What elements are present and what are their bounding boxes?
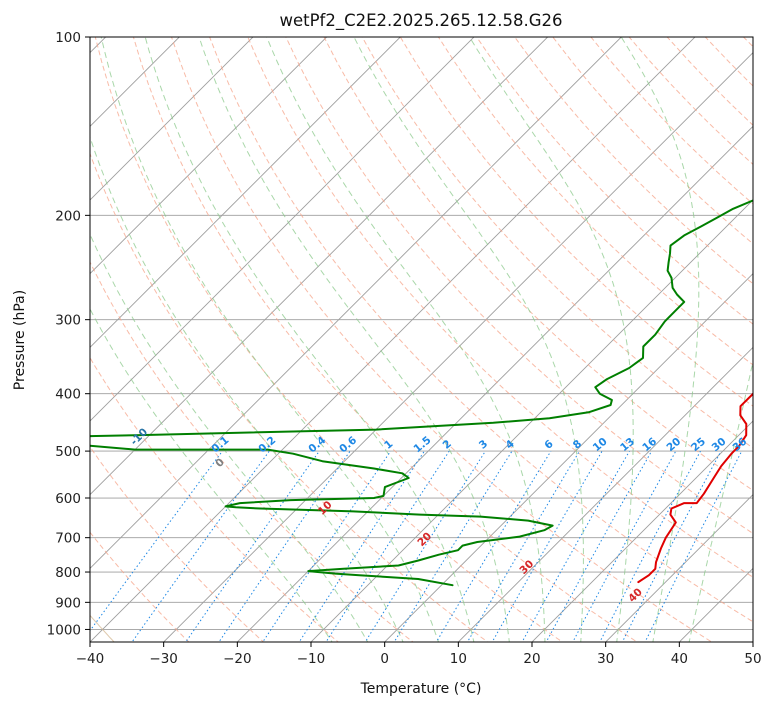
y-tick-label: 900 (55, 595, 81, 611)
background-reference-lines (90, 37, 753, 642)
moist-adiabat-line (90, 232, 369, 642)
dry-adiabat-line (514, 37, 753, 285)
isotherm-line (90, 37, 549, 496)
moist-adiabat-line (266, 37, 546, 642)
isotherm-line (310, 199, 753, 642)
isotherm-line (163, 52, 753, 642)
isotherm-line (90, 37, 475, 422)
isotherm-line (90, 37, 622, 569)
y-tick-label: 800 (55, 565, 81, 581)
x-tick-label: 50 (744, 651, 761, 667)
moist-adiabat-line (90, 308, 333, 642)
dry-adiabat-line (90, 531, 190, 642)
moist-adiabat-line (620, 37, 700, 642)
isotherm-line (531, 420, 753, 642)
dry-adiabat-line (90, 446, 265, 642)
x-tick-label: −30 (149, 651, 178, 667)
mixing-ratio-line (298, 450, 425, 642)
mixing-ratio-line (545, 450, 653, 642)
dry-adiabat-line (94, 37, 564, 642)
dry-adiabat-line (285, 37, 753, 535)
x-axis: −40 −30 −20 −10 0 10 20 30 40 50 (76, 642, 762, 667)
dry-adiabat-line (209, 37, 753, 623)
moist-adiabat-line (688, 358, 753, 642)
moist-adiabat-line (100, 37, 440, 642)
isotherm-line (384, 273, 753, 642)
y-axis: 100 200 300 400 500 600 700 800 900 1000 (47, 30, 90, 638)
mixing-ratio-line (572, 450, 677, 642)
dewpoint-profile-line (90, 199, 753, 587)
dry-adiabat-line (170, 37, 713, 642)
isotherm-line (90, 37, 696, 642)
mixing-ratio-line (466, 450, 580, 642)
y-tick-label: 600 (55, 491, 81, 507)
mixing-ratio-line (218, 450, 351, 642)
chart-title: wetPf2_C2E2.2025.265.12.58.G26 (279, 11, 562, 31)
y-tick-label: 300 (55, 313, 81, 329)
dry-adiabat-line (399, 37, 753, 407)
isotherm-line (90, 37, 401, 348)
x-tick-label: 40 (671, 651, 688, 667)
x-tick-label: −20 (223, 651, 252, 667)
x-tick-label: 20 (523, 651, 540, 667)
dry-adiabat-line (132, 37, 638, 642)
y-tick-label: 1000 (47, 622, 81, 638)
x-tick-label: 10 (450, 651, 467, 667)
mixing-ratio-line (262, 450, 392, 642)
isotherm-line (457, 346, 753, 642)
sounding-series (90, 199, 753, 587)
dry-adiabat-line (476, 37, 753, 325)
y-tick-label: 700 (55, 531, 81, 547)
mixing-ratio-line (435, 450, 552, 642)
moist-adiabat-line (144, 37, 475, 642)
y-tick-label: 200 (55, 208, 81, 224)
mixing-ratio-line (131, 450, 270, 642)
temperature-profile-line (637, 392, 753, 584)
x-tick-label: −10 (297, 651, 326, 667)
isotherm-line (90, 37, 254, 201)
moist-adiabat-line (469, 37, 634, 642)
isotherm-line (236, 125, 753, 642)
mixing-ratio-line (325, 450, 450, 642)
plot-area (90, 37, 753, 642)
isotherm-line (605, 494, 753, 642)
dry-adiabat-line (90, 260, 414, 642)
mixing-ratio-line (599, 450, 701, 642)
y-tick-label: 400 (55, 387, 81, 403)
x-tick-label: 0 (380, 651, 389, 667)
moist-adiabat-line (90, 135, 404, 642)
x-tick-label: 30 (597, 651, 614, 667)
mixing-ratio-line (393, 450, 513, 642)
x-axis-title: Temperature (°C) (360, 681, 482, 697)
dry-adiabat-line (361, 37, 753, 449)
moist-adiabat-line (353, 37, 584, 642)
y-axis-title: Pressure (hPa) (12, 290, 28, 390)
isotherm-line (90, 37, 328, 275)
mixing-ratio-line (491, 450, 603, 642)
isotherm-line (90, 37, 180, 127)
mixing-ratio-line (364, 450, 486, 642)
moist-adiabat-line (198, 37, 510, 642)
x-tick-label: −40 (76, 651, 105, 667)
y-tick-label: 100 (55, 30, 81, 46)
y-tick-label: 500 (55, 444, 81, 460)
plot-frame (89, 36, 754, 643)
